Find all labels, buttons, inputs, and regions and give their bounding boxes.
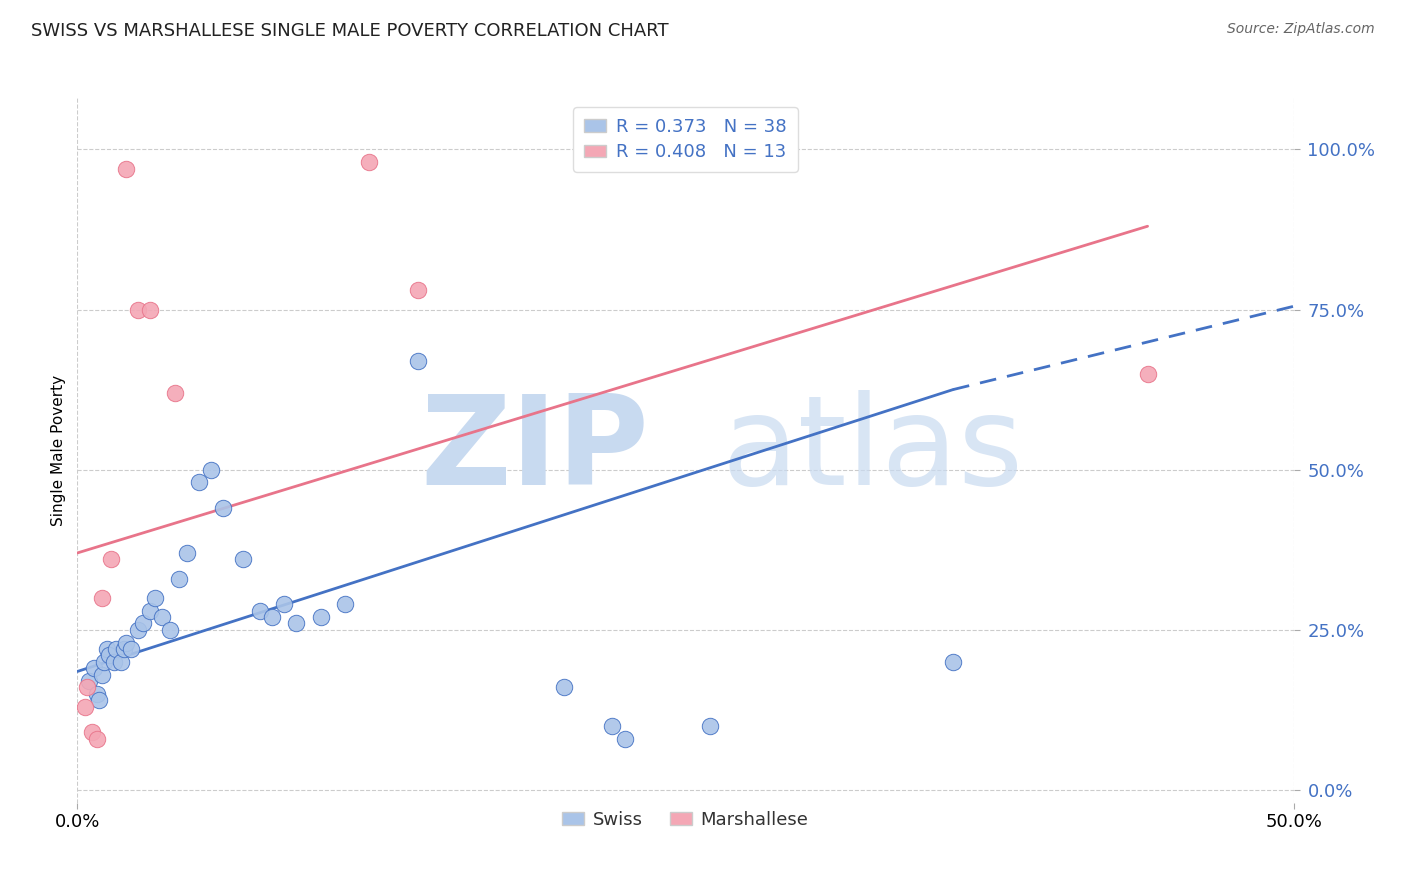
Point	[553, 681, 575, 695]
Point	[406, 283, 429, 297]
Point	[76, 681, 98, 695]
Point	[176, 546, 198, 560]
Point	[212, 501, 235, 516]
Point	[86, 687, 108, 701]
Point	[285, 616, 308, 631]
Point	[105, 642, 128, 657]
Point	[143, 591, 166, 605]
Point	[309, 610, 332, 624]
Point	[200, 463, 222, 477]
Point	[93, 655, 115, 669]
Point	[1136, 367, 1159, 381]
Point	[115, 635, 138, 649]
Point	[127, 302, 149, 317]
Point	[110, 655, 132, 669]
Point	[90, 591, 112, 605]
Point	[79, 674, 101, 689]
Point	[406, 353, 429, 368]
Point	[120, 642, 142, 657]
Y-axis label: Single Male Poverty: Single Male Poverty	[51, 375, 66, 526]
Text: atlas: atlas	[721, 390, 1024, 511]
Legend: Swiss, Marshallese: Swiss, Marshallese	[555, 804, 815, 836]
Point	[613, 731, 636, 746]
Point	[73, 699, 96, 714]
Text: ZIP: ZIP	[420, 390, 650, 511]
Point	[942, 655, 965, 669]
Point	[159, 623, 181, 637]
Point	[127, 623, 149, 637]
Point	[333, 597, 356, 611]
Point	[97, 648, 120, 663]
Point	[249, 604, 271, 618]
Point	[86, 731, 108, 746]
Text: SWISS VS MARSHALLESE SINGLE MALE POVERTY CORRELATION CHART: SWISS VS MARSHALLESE SINGLE MALE POVERTY…	[31, 22, 669, 40]
Point	[273, 597, 295, 611]
Point	[132, 616, 155, 631]
Point	[169, 572, 191, 586]
Point	[232, 552, 254, 566]
Point	[115, 161, 138, 176]
Text: Source: ZipAtlas.com: Source: ZipAtlas.com	[1227, 22, 1375, 37]
Point	[260, 610, 283, 624]
Point	[359, 155, 381, 169]
Point	[602, 719, 624, 733]
Point	[100, 552, 122, 566]
Point	[112, 642, 135, 657]
Point	[83, 661, 105, 675]
Point	[89, 693, 111, 707]
Point	[152, 610, 174, 624]
Point	[139, 604, 162, 618]
Point	[699, 719, 721, 733]
Point	[163, 385, 186, 400]
Point	[90, 667, 112, 681]
Point	[96, 642, 118, 657]
Point	[103, 655, 125, 669]
Point	[80, 725, 103, 739]
Point	[188, 475, 211, 490]
Point	[139, 302, 162, 317]
